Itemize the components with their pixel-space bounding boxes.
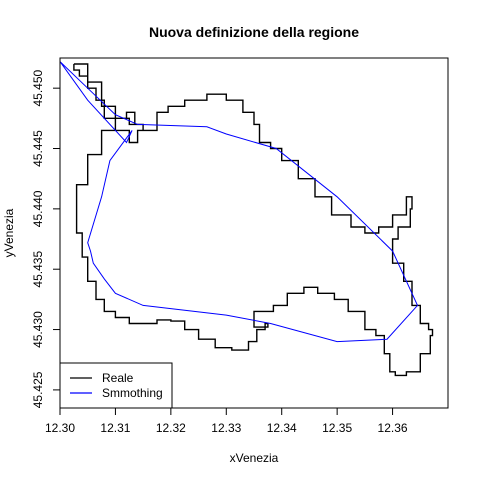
y-tick-label: 45.430 [31, 311, 45, 348]
plot-frame [59, 57, 449, 409]
x-tick-label: 12.33 [211, 421, 241, 435]
series-line-smmothing [59, 61, 419, 343]
x-tick-label: 12.36 [378, 421, 408, 435]
y-tick-label: 45.435 [31, 251, 45, 288]
x-tick-label: 12.30 [45, 421, 75, 435]
chart-title: Nuova definizione della regione [149, 24, 359, 40]
x-tick-label: 12.32 [156, 421, 186, 435]
series-layer [59, 61, 434, 377]
x-axis-label: xVenezia [230, 451, 279, 465]
x-tick-label: 12.35 [322, 421, 352, 435]
series-line-reale [73, 63, 434, 377]
y-tick-label: 45.450 [31, 69, 45, 106]
y-tick-label: 45.425 [31, 371, 45, 408]
x-tick-label: 12.31 [100, 421, 130, 435]
x-tick-label: 12.34 [267, 421, 297, 435]
y-tick-label: 45.440 [31, 190, 45, 227]
legend-label-smmothing: Smmothing [102, 386, 163, 400]
y-axis-label: yVenezia [2, 208, 16, 257]
legend-label-reale: Reale [102, 371, 134, 385]
legend-box [59, 362, 173, 409]
y-tick-label: 45.445 [31, 130, 45, 167]
